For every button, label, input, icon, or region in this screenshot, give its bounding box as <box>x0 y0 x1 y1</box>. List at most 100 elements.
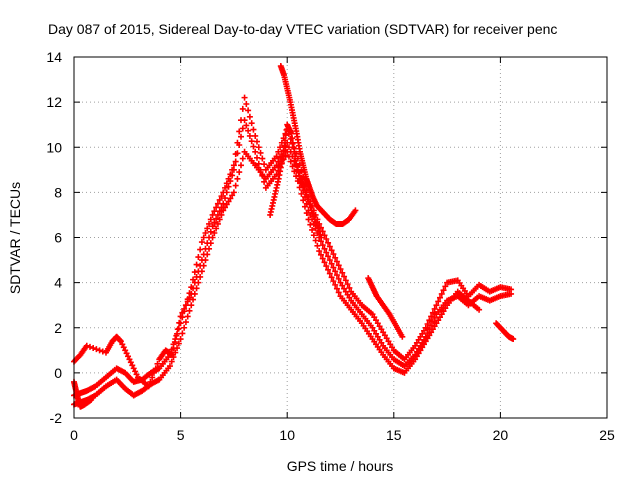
data-point-fill <box>374 333 381 340</box>
data-point-fill <box>253 138 260 145</box>
data-point-fill <box>133 371 140 378</box>
data-point-fill <box>436 314 443 321</box>
data-point-fill <box>246 113 253 120</box>
data-point-fill <box>335 262 342 269</box>
data-point <box>326 243 333 250</box>
data-point-fill <box>172 349 179 356</box>
data-point-fill <box>200 251 207 258</box>
data-point-fill <box>179 309 186 316</box>
data-point-fill <box>378 326 385 333</box>
data-point-fill <box>413 339 420 346</box>
data-point-fill <box>306 201 313 208</box>
data-point-fill <box>440 287 447 294</box>
data-point <box>88 396 95 403</box>
data-point-fill <box>227 178 234 185</box>
data-point-fill <box>218 204 225 211</box>
data-point-fill <box>428 329 435 336</box>
data-point-fill <box>197 262 204 269</box>
data-point <box>305 216 312 223</box>
data-point <box>169 351 176 358</box>
data-point-fill <box>419 330 426 337</box>
data-point-fill <box>229 192 236 199</box>
data-point-fill <box>300 197 307 204</box>
data-point <box>369 311 376 318</box>
data-point-fill <box>211 208 218 215</box>
axes: 0 5 10 15 20 25 -2 0 2 4 6 8 10 12 14 <box>46 49 615 443</box>
data-point-fill <box>413 353 420 360</box>
data-point-fill <box>309 210 316 217</box>
data-point-fill <box>216 196 223 203</box>
data-point-fill <box>246 132 253 139</box>
data-point-fill <box>229 172 236 179</box>
data-point-fill <box>170 345 177 352</box>
data-point <box>145 383 152 390</box>
data-point-fill <box>333 272 340 279</box>
data-point-fill <box>257 149 264 156</box>
data-point-fill <box>312 237 319 244</box>
data-point-fill <box>223 189 230 196</box>
data-point-fill <box>175 340 182 347</box>
data-point-fill <box>319 255 326 262</box>
x-axis-label: GPS time / hours <box>287 458 394 474</box>
data-point-fill <box>193 273 200 280</box>
data-point-fill <box>202 245 209 252</box>
data-point-fill <box>255 160 262 167</box>
data-point-fill <box>250 126 257 133</box>
data-point <box>230 166 237 173</box>
x-tick-label: 15 <box>386 427 402 443</box>
data-point-fill <box>335 289 342 296</box>
data-point-fill <box>181 305 188 312</box>
y-tick-label: 8 <box>54 184 62 200</box>
data-point-fill <box>190 296 197 303</box>
data-point <box>380 329 387 336</box>
data-point-fill <box>429 309 436 316</box>
data-point-fill <box>282 137 289 144</box>
data-point-fill <box>193 261 200 268</box>
x-tick-label: 0 <box>70 427 78 443</box>
data-point-fill <box>330 278 337 285</box>
grid <box>74 57 607 418</box>
data-point <box>198 239 205 246</box>
data-point-fill <box>373 330 380 337</box>
data-point-fill <box>259 155 266 162</box>
data-point-fill <box>321 245 328 252</box>
data-point-fill <box>234 175 241 182</box>
data-point-fill <box>426 317 433 324</box>
data-point-fill <box>152 365 159 372</box>
data-point <box>220 200 227 207</box>
data-point-fill <box>346 284 353 291</box>
x-tick-label: 25 <box>599 427 615 443</box>
data-point <box>230 189 237 196</box>
data-point-fill <box>431 314 438 321</box>
data-point-fill <box>173 332 180 339</box>
data-point-fill <box>257 166 264 173</box>
data-point-fill <box>308 207 315 214</box>
data-point-fill <box>310 213 317 220</box>
data-point-fill <box>232 158 239 165</box>
data-point <box>422 324 429 331</box>
data-point-fill <box>323 249 330 256</box>
data-point-fill <box>227 195 234 202</box>
data-point-fill <box>168 358 175 365</box>
data-point-fill <box>381 332 388 339</box>
data-point-fill <box>200 234 207 241</box>
data-point <box>433 320 440 327</box>
data-point-fill <box>371 314 378 321</box>
data-point-fill <box>428 313 435 320</box>
data-point-fill <box>206 234 213 241</box>
data-point-fill <box>186 307 193 314</box>
data-point-fill <box>176 319 183 326</box>
data-point-fill <box>330 264 337 271</box>
data-point-fill <box>182 302 189 309</box>
data-point-fill <box>436 294 443 301</box>
data-point-fill <box>238 162 245 169</box>
data-point-fill <box>243 101 250 108</box>
data-point-fill <box>307 204 314 211</box>
y-tick-label: 10 <box>46 139 62 155</box>
data-point-fill <box>184 298 191 305</box>
data-point-fill <box>232 182 239 189</box>
data-point-fill <box>389 344 396 351</box>
y-tick-label: -2 <box>50 410 63 426</box>
data-point-fill <box>197 246 204 253</box>
data-point <box>318 234 325 241</box>
